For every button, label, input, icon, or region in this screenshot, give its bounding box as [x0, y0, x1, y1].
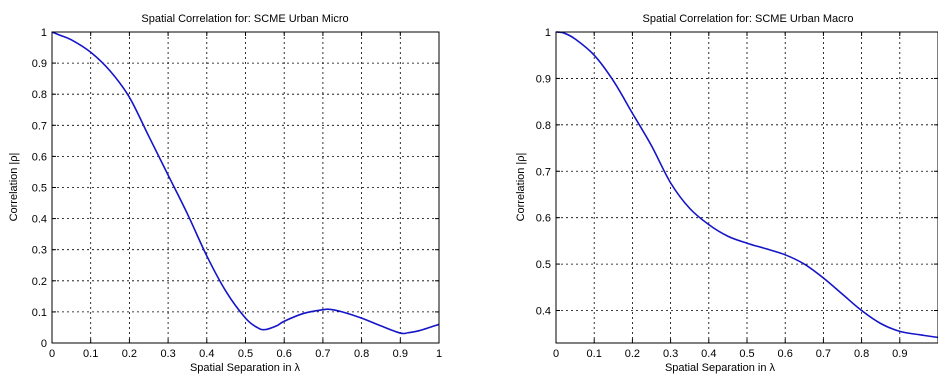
y-axis-label: Correlation |ρ| — [515, 153, 527, 222]
y-tick-label: 1 — [41, 27, 47, 39]
x-tick-label: 0.6 — [778, 348, 793, 360]
y-tick-label: 0.8 — [32, 89, 47, 101]
x-tick-label: 0.2 — [122, 348, 137, 360]
chart-title: Spatial Correlation for: SCME Urban Micr… — [141, 13, 348, 25]
x-tick-label: 0.7 — [816, 348, 831, 360]
x-tick-label: 0.4 — [199, 348, 214, 360]
x-tick-label: 0.6 — [277, 348, 292, 360]
urban-micro-chart: Spatial Correlation for: SCME Urban Micr… — [8, 13, 442, 374]
plot-area — [555, 31, 938, 344]
x-tick-label: 0.5 — [739, 348, 754, 360]
x-tick-label: 0.1 — [83, 348, 98, 360]
correlation-series-line — [555, 31, 938, 339]
y-tick-label: 0.9 — [32, 58, 47, 70]
y-tick-label: 0.5 — [32, 183, 47, 195]
y-tick-label: 0.6 — [536, 213, 551, 225]
y-tick-label: 1 — [545, 27, 551, 39]
x-tick-label: 0.7 — [315, 348, 330, 360]
y-axis-label: Correlation |ρ| — [8, 153, 20, 222]
y-tick-label: 0.8 — [536, 120, 551, 132]
x-tick-label: 0 — [49, 348, 55, 360]
y-tick-label: 0.9 — [536, 73, 551, 85]
x-tick-label: 0.9 — [892, 348, 907, 360]
y-tick-label: 0.7 — [32, 120, 47, 132]
plot-area — [51, 31, 440, 344]
x-tick-label: 0.8 — [854, 348, 869, 360]
y-tick-label: 0.4 — [32, 214, 47, 226]
x-axis-label: Spatial Separation in λ — [665, 362, 776, 374]
y-tick-label: 0.6 — [32, 151, 47, 163]
x-axis-label: Spatial Separation in λ — [190, 362, 301, 374]
x-tick-label: 0.2 — [625, 348, 640, 360]
y-tick-label: 0.4 — [536, 306, 551, 318]
x-tick-label: 1 — [436, 348, 442, 360]
x-tick-label: 0.8 — [354, 348, 369, 360]
x-tick-label: 0.1 — [587, 348, 602, 360]
chart-title: Spatial Correlation for: SCME Urban Macr… — [643, 13, 854, 25]
y-tick-label: 0.3 — [32, 245, 47, 257]
x-tick-label: 0.3 — [663, 348, 678, 360]
y-tick-label: 0 — [41, 338, 47, 350]
y-tick-label: 0.1 — [32, 307, 47, 319]
x-tick-label: 0.3 — [160, 348, 175, 360]
y-tick-label: 0.2 — [32, 276, 47, 288]
y-tick-label: 0.7 — [536, 166, 551, 178]
urban-macro-chart: Spatial Correlation for: SCME Urban Macr… — [515, 13, 938, 374]
x-tick-label: 0.4 — [701, 348, 716, 360]
x-tick-label: 0.9 — [393, 348, 408, 360]
correlation-series-line — [51, 31, 440, 335]
y-tick-label: 0.5 — [536, 259, 551, 271]
x-tick-label: 0.5 — [238, 348, 253, 360]
x-tick-label: 0 — [553, 348, 559, 360]
